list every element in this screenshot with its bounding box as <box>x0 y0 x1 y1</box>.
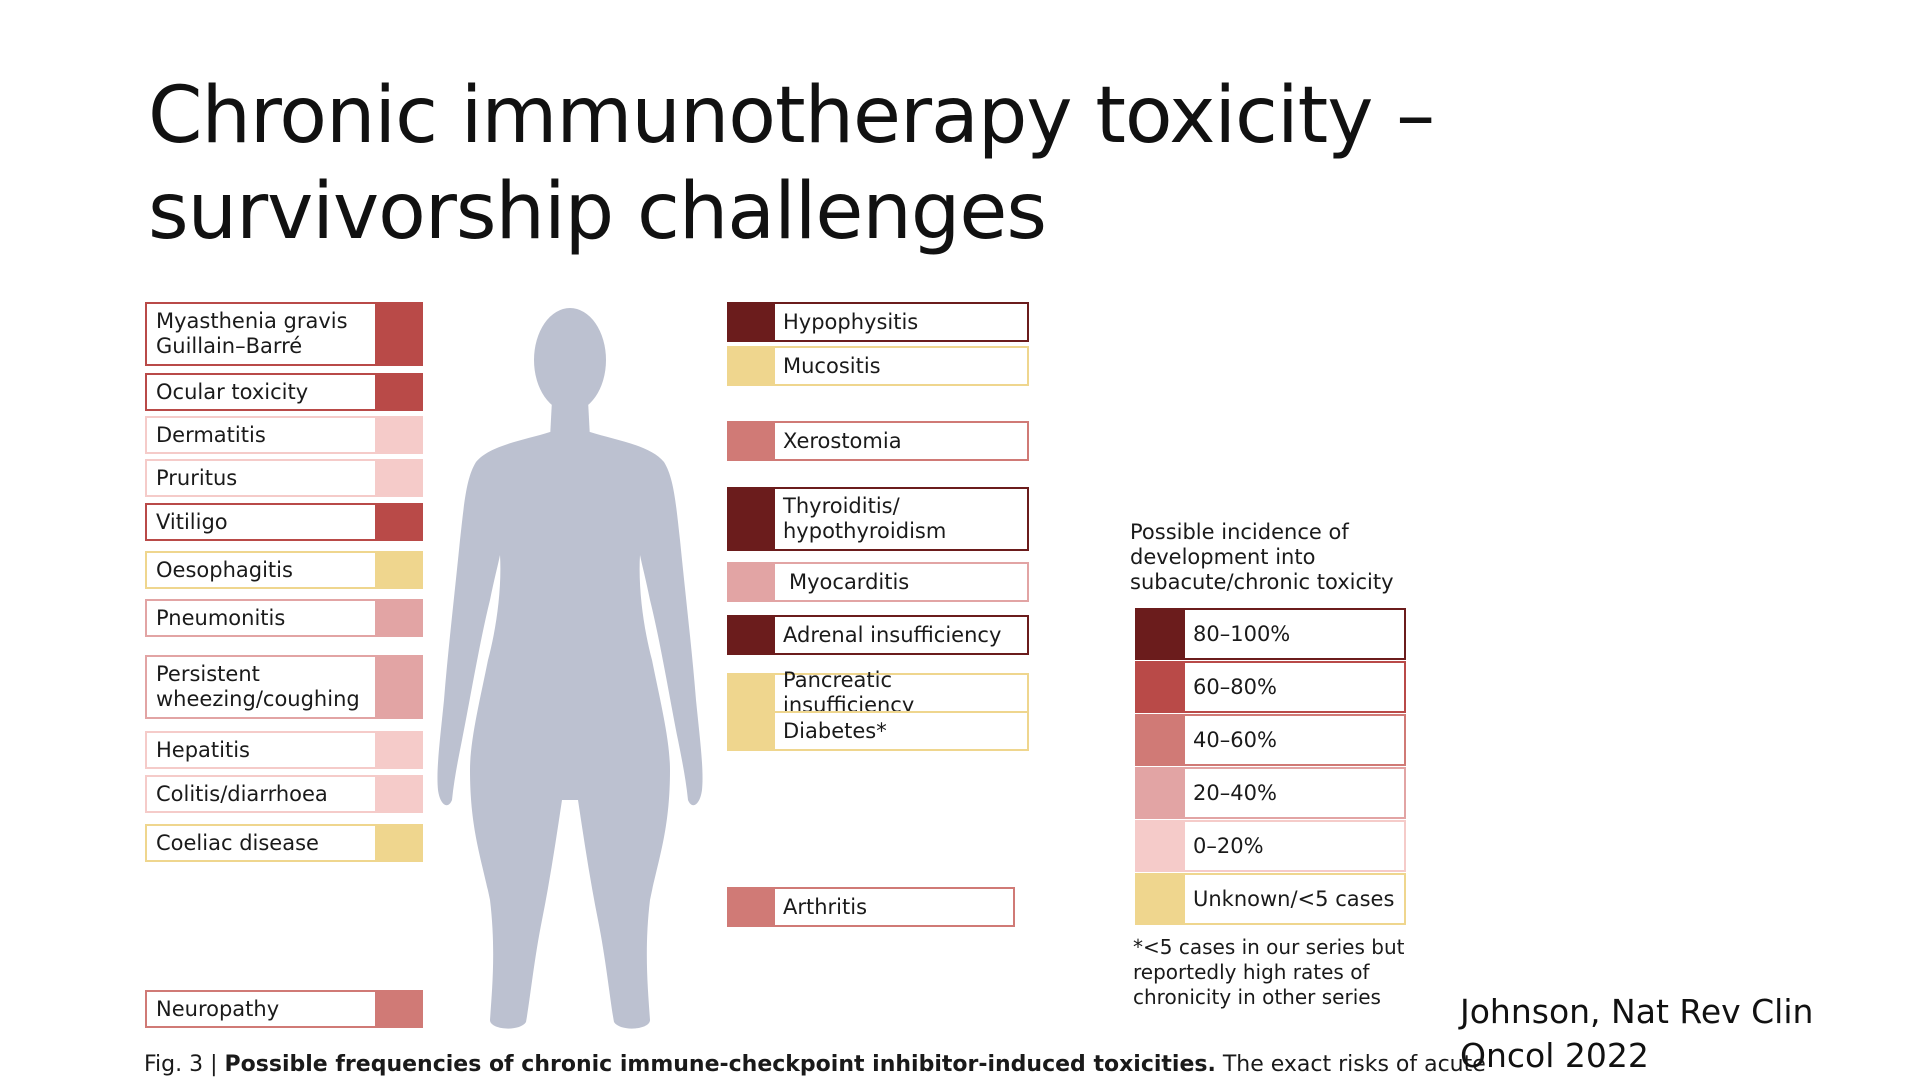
toxicity-label: Pancreatic insufficiency <box>783 668 915 717</box>
incidence-swatch <box>727 673 775 713</box>
toxicity-box-dermatitis: Dermatitis <box>145 416 423 454</box>
toxicity-box-colitis: Colitis/diarrhoea <box>145 775 423 813</box>
incidence-swatch <box>727 346 775 386</box>
toxicity-box-thyroiditis: Thyroiditis/ hypothyroidism <box>727 487 1029 551</box>
toxicity-label: Pruritus <box>156 465 238 490</box>
toxicity-box-myocarditis: Myocarditis <box>727 562 1029 602</box>
toxicity-box-pruritus: Pruritus <box>145 459 423 497</box>
toxicity-label: Myasthenia gravis Guillain–Barré <box>156 309 348 358</box>
toxicity-label: Vitiligo <box>156 509 228 534</box>
toxicity-label: Dermatitis <box>156 422 266 447</box>
incidence-swatch <box>375 551 423 589</box>
toxicity-box-pancreatic-insufficiency: Pancreatic insufficiency <box>727 668 1029 717</box>
incidence-swatch <box>375 655 423 719</box>
toxicity-box-oesophagitis: Oesophagitis <box>145 551 423 589</box>
toxicity-label: Diabetes* <box>783 718 887 743</box>
human-body-silhouette-icon <box>437 308 703 1029</box>
toxicity-label: Hypophysitis <box>783 309 919 334</box>
citation-line-2: Oncol 2022 <box>1460 1036 1649 1075</box>
legend-swatch <box>1135 714 1185 766</box>
toxicity-label: Oesophagitis <box>156 557 293 582</box>
incidence-swatch <box>375 416 423 454</box>
toxicity-box-diabetes: Diabetes* <box>727 711 1029 751</box>
legend-swatch <box>1135 873 1185 925</box>
legend-label: 0–20% <box>1193 834 1264 858</box>
toxicity-label: Thyroiditis/ hypothyroidism <box>783 494 947 543</box>
toxicity-label: Xerostomia <box>783 428 902 453</box>
legend-swatch <box>1135 767 1185 819</box>
slide-title: Chronic immunotherapy toxicity – survivo… <box>148 68 1435 260</box>
incidence-swatch <box>727 887 775 927</box>
incidence-swatch <box>375 373 423 411</box>
toxicity-label: Neuropathy <box>156 996 280 1021</box>
toxicity-box-coeliac-disease: Coeliac disease <box>145 824 423 862</box>
caption-bold: Possible frequencies of chronic immune-c… <box>224 1052 1216 1077</box>
legend-swatch <box>1135 820 1185 872</box>
incidence-swatch <box>727 711 775 751</box>
legend-item-40-60: 40–60% <box>1135 714 1406 766</box>
slide-title-line-1: Chronic immunotherapy toxicity – <box>148 71 1435 161</box>
legend-footnote: *<5 cases in our series but reportedly h… <box>1133 935 1405 1009</box>
figure-caption: Fig. 3 | Possible frequencies of chronic… <box>144 1052 1486 1077</box>
incidence-swatch <box>727 615 775 655</box>
incidence-swatch <box>727 487 775 551</box>
toxicity-box-myasthenia-gravis: Myasthenia gravis Guillain–Barré <box>145 302 423 366</box>
toxicity-box-xerostomia: Xerostomia <box>727 421 1029 461</box>
legend-title: Possible incidence of development into s… <box>1130 520 1394 594</box>
toxicity-box-hepatitis: Hepatitis <box>145 731 423 769</box>
toxicity-label: Hepatitis <box>156 737 250 762</box>
citation: Johnson, Nat Rev Clin Oncol 2022 <box>1460 990 1813 1078</box>
incidence-swatch <box>375 990 423 1028</box>
toxicity-label: Arthritis <box>783 894 868 919</box>
incidence-swatch <box>375 775 423 813</box>
toxicity-label: Pneumonitis <box>156 605 286 630</box>
toxicity-box-adrenal-insufficiency: Adrenal insufficiency <box>727 615 1029 655</box>
incidence-swatch <box>375 599 423 637</box>
legend-label: 20–40% <box>1193 781 1277 805</box>
toxicity-label: Ocular toxicity <box>156 379 309 404</box>
incidence-swatch <box>727 302 775 342</box>
incidence-swatch <box>375 459 423 497</box>
toxicity-box-pneumonitis: Pneumonitis <box>145 599 423 637</box>
toxicity-label: Myocarditis <box>789 569 910 594</box>
toxicity-label: Mucositis <box>783 353 881 378</box>
legend-label: 80–100% <box>1193 622 1291 646</box>
legend-swatch <box>1135 661 1185 713</box>
slide-title-line-2: survivorship challenges <box>148 167 1047 257</box>
toxicity-label: Coeliac disease <box>156 830 319 855</box>
toxicity-box-hypophysitis: Hypophysitis <box>727 302 1029 342</box>
legend-label: 40–60% <box>1193 728 1277 752</box>
incidence-swatch <box>375 503 423 541</box>
legend-label: Unknown/<5 cases <box>1193 887 1395 911</box>
legend-item-80-100: 80–100% <box>1135 608 1406 660</box>
toxicity-label: Colitis/diarrhoea <box>156 781 328 806</box>
toxicity-box-persistent-wheezing: Persistent wheezing/coughing <box>145 655 423 719</box>
legend-label: 60–80% <box>1193 675 1277 699</box>
toxicity-label: Adrenal insufficiency <box>783 622 1002 647</box>
legend-item-0-20: 0–20% <box>1135 820 1406 872</box>
toxicity-label: Persistent wheezing/coughing <box>156 662 360 711</box>
toxicity-box-neuropathy: Neuropathy <box>145 990 423 1028</box>
toxicity-box-ocular-toxicity: Ocular toxicity <box>145 373 423 411</box>
citation-line-1: Johnson, Nat Rev Clin <box>1460 992 1814 1031</box>
incidence-swatch <box>375 731 423 769</box>
toxicity-box-vitiligo: Vitiligo <box>145 503 423 541</box>
legend-item-60-80: 60–80% <box>1135 661 1406 713</box>
incidence-swatch <box>727 421 775 461</box>
caption-rest: The exact risks of acute <box>1215 1052 1486 1077</box>
toxicity-box-mucositis: Mucositis <box>727 346 1029 386</box>
incidence-swatch <box>727 562 775 602</box>
legend-item-unknown: Unknown/<5 cases <box>1135 873 1406 925</box>
caption-prefix: Fig. 3 | <box>144 1052 225 1077</box>
incidence-swatch <box>375 824 423 862</box>
legend-item-20-40: 20–40% <box>1135 767 1406 819</box>
legend-swatch <box>1135 608 1185 660</box>
toxicity-box-arthritis: Arthritis <box>727 887 1015 927</box>
incidence-swatch <box>375 302 423 366</box>
